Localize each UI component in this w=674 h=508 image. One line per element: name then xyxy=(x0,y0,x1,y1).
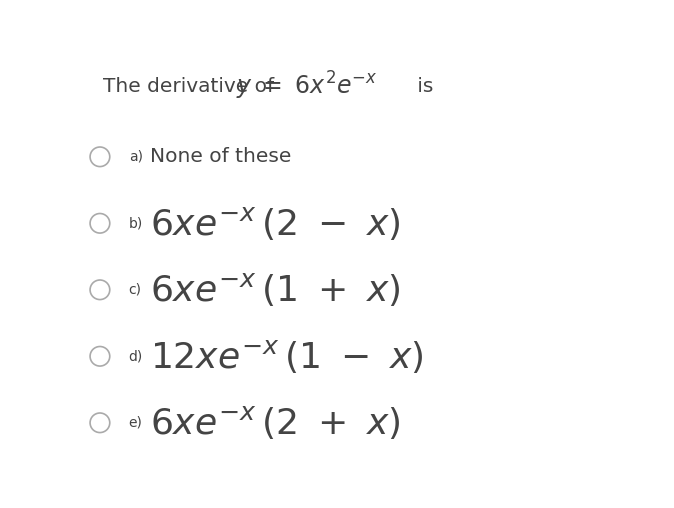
Text: $y\ =\ 6x^2e^{-x}$: $y\ =\ 6x^2e^{-x}$ xyxy=(236,70,377,103)
Text: $6xe^{-x}\,(1\ +\ x)$: $6xe^{-x}\,(1\ +\ x)$ xyxy=(150,271,400,308)
Text: e): e) xyxy=(129,416,142,430)
Text: b): b) xyxy=(129,216,143,230)
Text: $12xe^{-x}\,(1\ -\ x)$: $12xe^{-x}\,(1\ -\ x)$ xyxy=(150,338,423,375)
Text: is: is xyxy=(410,77,433,96)
Text: c): c) xyxy=(129,283,142,297)
Text: $6xe^{-x}\,(2\ +\ x)$: $6xe^{-x}\,(2\ +\ x)$ xyxy=(150,404,400,441)
Text: d): d) xyxy=(129,350,143,363)
Text: The derivative of: The derivative of xyxy=(102,77,280,96)
Text: $6xe^{-x}\,(2\ -\ x)$: $6xe^{-x}\,(2\ -\ x)$ xyxy=(150,205,400,242)
Text: a): a) xyxy=(129,150,143,164)
Text: None of these: None of these xyxy=(150,147,291,166)
